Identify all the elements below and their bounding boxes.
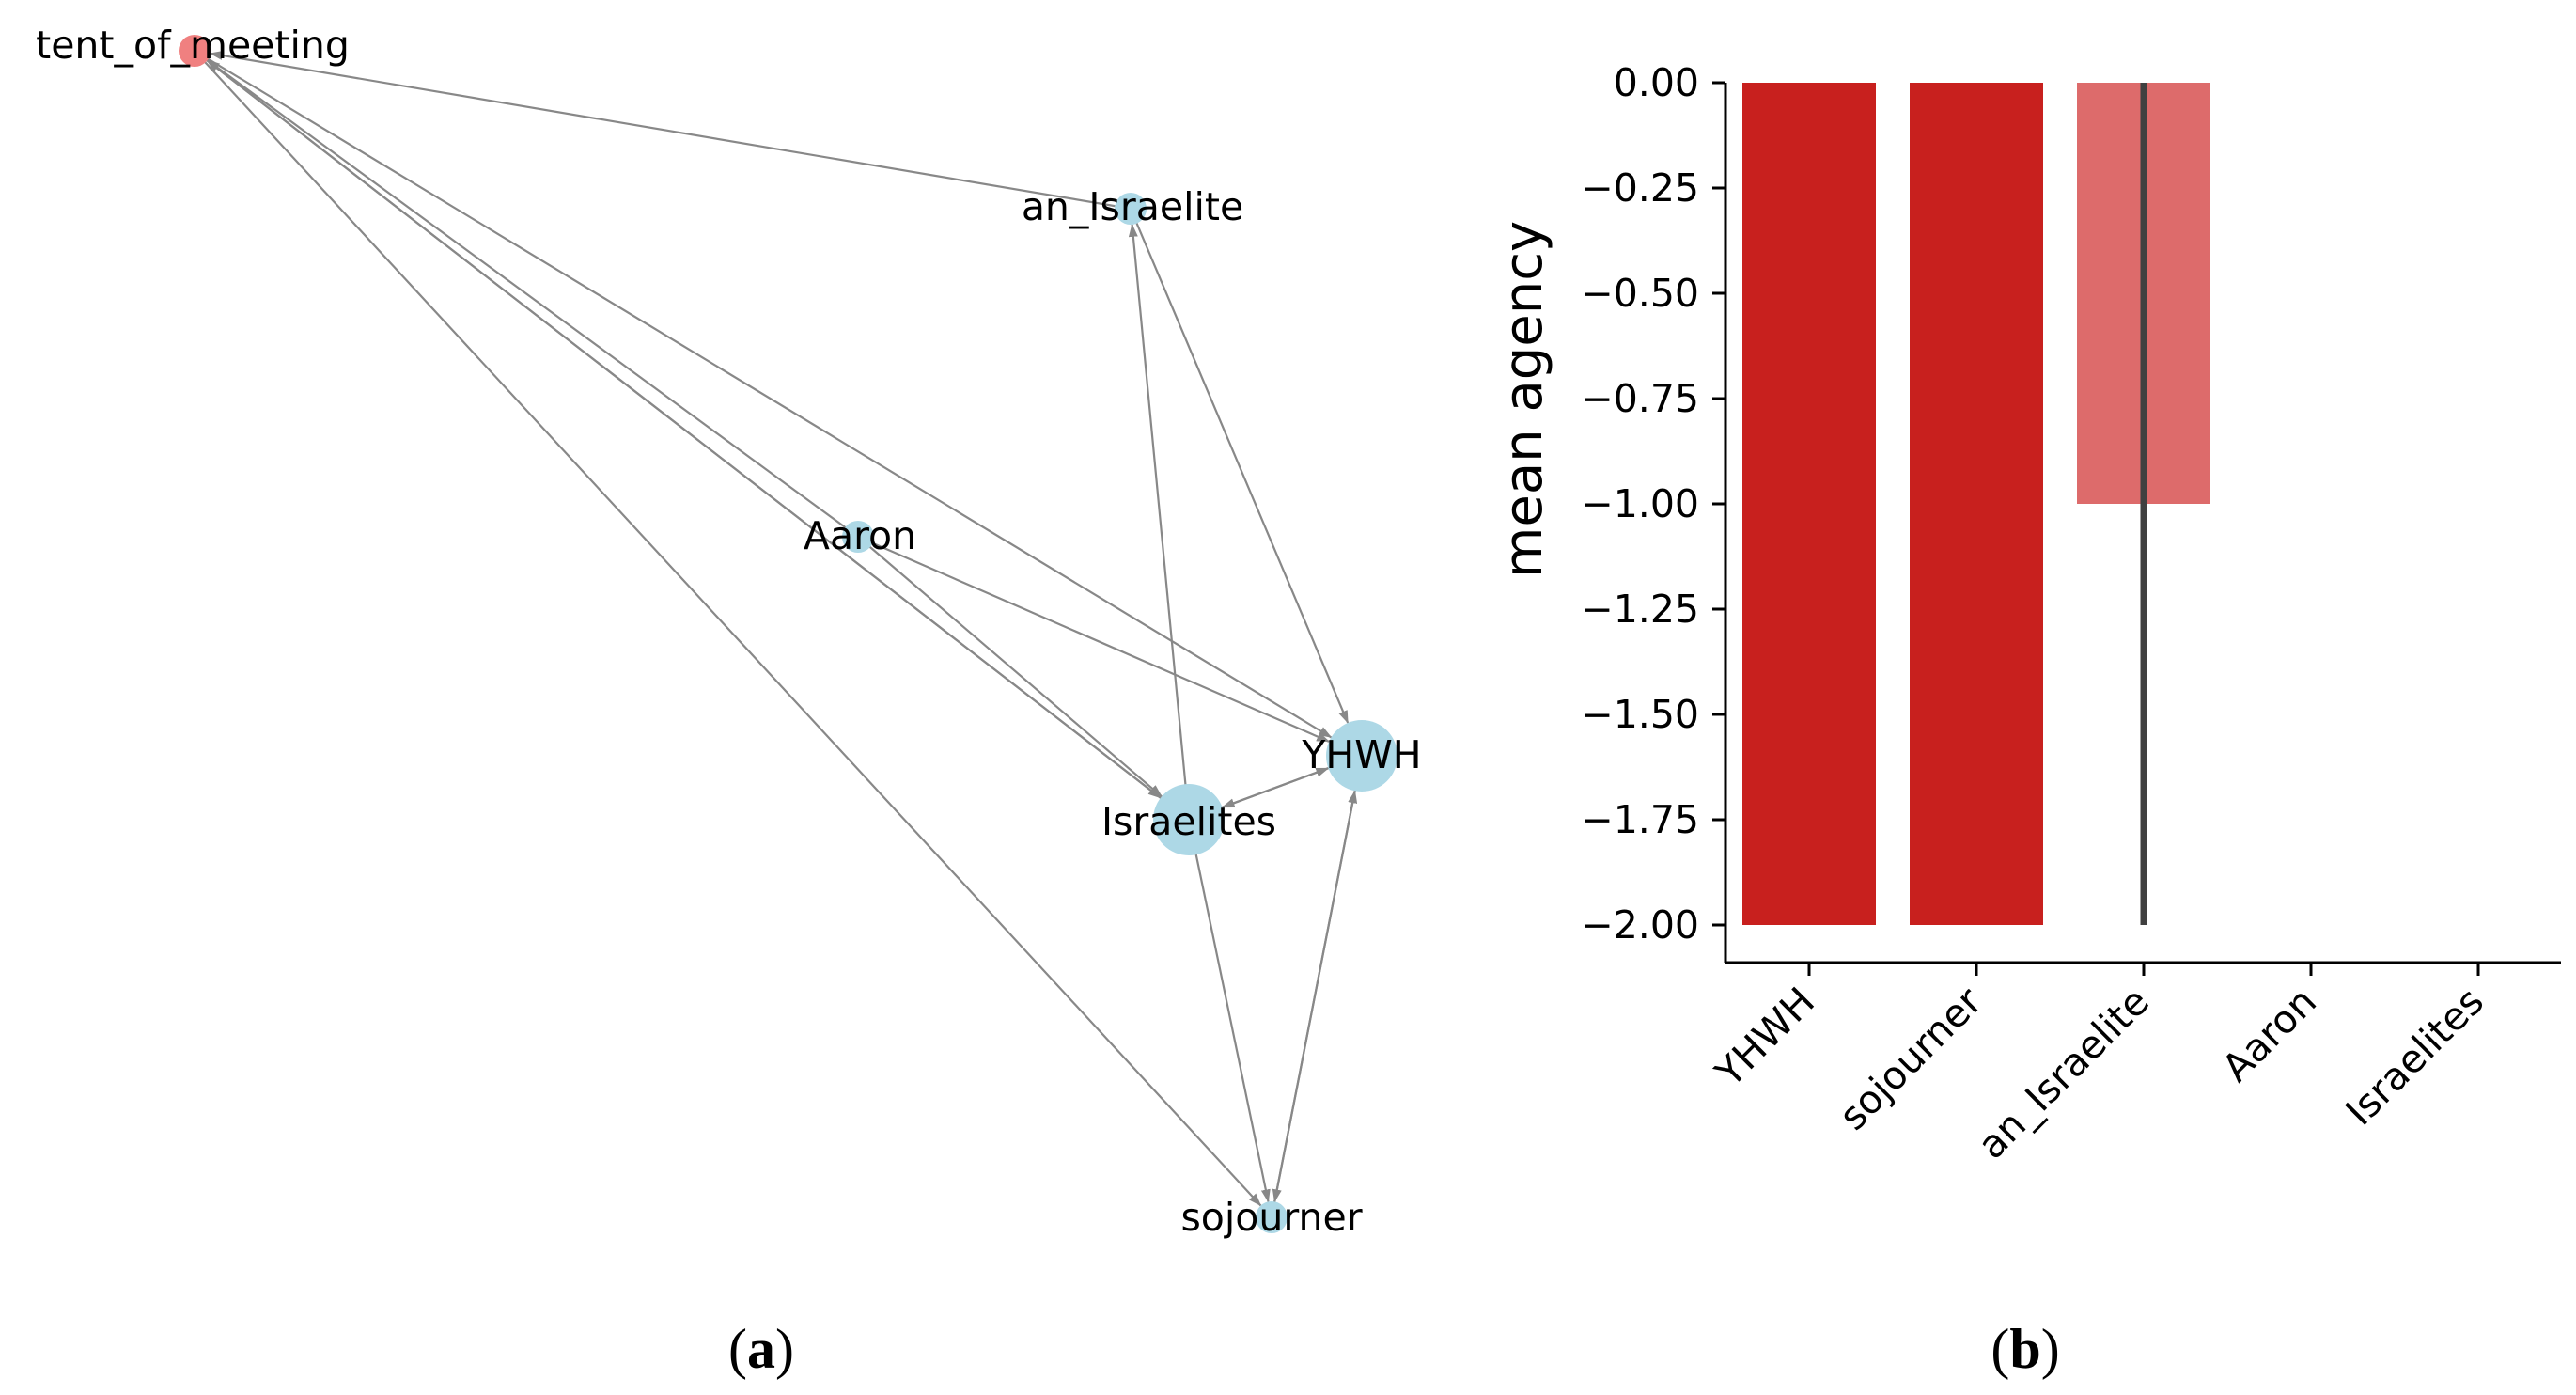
x-tick-label-Israelites: Israelites <box>2337 979 2493 1135</box>
node-label-Aaron: Aaron <box>804 513 916 558</box>
edge-tent_of_meeting-to-YHWH <box>194 50 1333 739</box>
node-label-Israelites: Israelites <box>1101 799 1276 844</box>
y-tick-label: −0.75 <box>1581 376 1699 421</box>
nodes-layer <box>179 35 1397 1233</box>
edge-Israelites-to-sojourner <box>1187 819 1271 1203</box>
x-tick-label-an_Israelite: an_Israelite <box>1969 979 2158 1168</box>
x-tick-label-sojourner: sojourner <box>1831 979 1991 1139</box>
node-label-sojourner: sojourner <box>1180 1195 1362 1240</box>
panel-label-a: (a) <box>728 1318 794 1380</box>
edge-Aaron-to-YHWH <box>857 535 1331 743</box>
y-tick-label: −0.25 <box>1581 165 1699 211</box>
edge-Israelites-to-an_Israelite <box>1128 223 1191 821</box>
bar-sojourner <box>1910 83 2043 925</box>
x-tick-label-YHWH: YHWH <box>1706 979 1823 1096</box>
y-tick-label: −1.25 <box>1581 587 1699 632</box>
edge-an_Israelite-to-tent_of_meeting <box>209 51 1132 211</box>
bars-layer <box>1742 83 2210 925</box>
x-tick-label-Aaron: Aaron <box>2213 979 2325 1090</box>
node-Aaron <box>842 521 874 553</box>
node-Israelites <box>1153 784 1225 855</box>
edge-tent_of_meeting-to-sojourner <box>194 50 1262 1207</box>
node-label-YHWH: YHWH <box>1301 732 1421 777</box>
bar-chart-panel: 0.00 −0.25 −0.50 −0.75 −1.00 −1.25 −1.50 −1.75 −… <box>1493 60 2561 1380</box>
node-tent_of_meeting <box>179 35 211 67</box>
y-tick-label: −1.00 <box>1581 481 1699 526</box>
node-labels-layer: tent_of_meeting an_Israelite Aaron YHWH Isra… <box>36 23 1422 1240</box>
y-tick-label: −2.00 <box>1581 902 1699 948</box>
y-axis-title: mean agency <box>1493 221 1554 578</box>
edge-Aaron-to-tent_of_meeting <box>206 59 859 538</box>
y-tick-label: −1.75 <box>1581 797 1699 842</box>
node-label-tent_of_meeting: tent_of_meeting <box>36 23 350 68</box>
y-ticks-layer: 0.00 −0.25 −0.50 −0.75 −1.00 −1.25 −1.50 −1.75 −… <box>1581 60 1725 948</box>
node-label-an_Israelite: an_Israelite <box>1022 184 1243 229</box>
edge-Aaron-to-Israelites <box>857 536 1163 798</box>
node-YHWH <box>1326 720 1397 792</box>
y-tick-label: −1.50 <box>1581 692 1699 737</box>
edge-an_Israelite-to-YHWH <box>1129 208 1350 724</box>
panel-label-b: (b) <box>1991 1318 2059 1380</box>
node-an_Israelite <box>1115 193 1147 225</box>
edge-sojourner-to-YHWH <box>1270 790 1358 1218</box>
network-graph-panel: tent_of_meeting an_Israelite Aaron YHWH Isra… <box>36 23 1422 1380</box>
y-tick-label: −0.50 <box>1581 271 1699 316</box>
edge-tent_of_meeting-to-Israelites <box>194 50 1162 799</box>
bar-YHWH <box>1742 83 1876 925</box>
node-sojourner <box>1256 1201 1288 1233</box>
y-tick-label: 0.00 <box>1614 60 1699 105</box>
